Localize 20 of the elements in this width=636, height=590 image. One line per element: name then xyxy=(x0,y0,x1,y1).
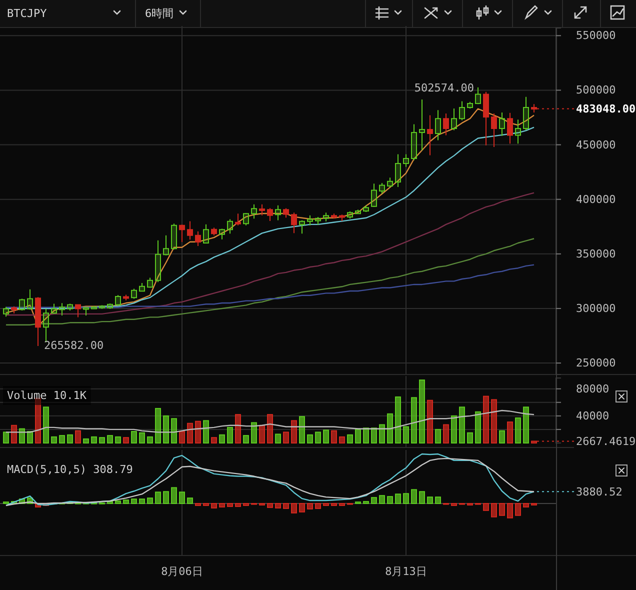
x-tick-label: 8月06日 xyxy=(161,564,203,578)
y-tick-label: 80000 xyxy=(576,382,610,396)
chart-subtitle: 6時間 xyxy=(145,7,174,20)
y-tick-label: 40000 xyxy=(576,409,610,422)
annotation: 265582.00 xyxy=(44,339,104,352)
text: 3880.52 xyxy=(576,486,622,499)
y-tick-label: 300000 xyxy=(576,302,616,315)
ref-line-label: 483048.00 xyxy=(576,102,636,116)
annotation: 502574.00 xyxy=(414,81,474,94)
y-tick-label: 500000 xyxy=(576,84,616,97)
y-tick-label: 250000 xyxy=(576,356,616,370)
y-tick-label: 400000 xyxy=(576,192,616,206)
text: MACD(5,10,5) 308.79 xyxy=(7,463,133,476)
y-tick-label: 450000 xyxy=(576,138,616,152)
x-tick-label: 8月13日 xyxy=(385,564,427,578)
y-tick-label: 350000 xyxy=(576,247,616,260)
text: Volume 10.1K xyxy=(7,389,87,402)
chart-title: BTCJPY xyxy=(7,7,48,20)
y-tick-label: 550000 xyxy=(576,29,616,42)
ref-line-label: 2667.4619 xyxy=(576,435,636,448)
